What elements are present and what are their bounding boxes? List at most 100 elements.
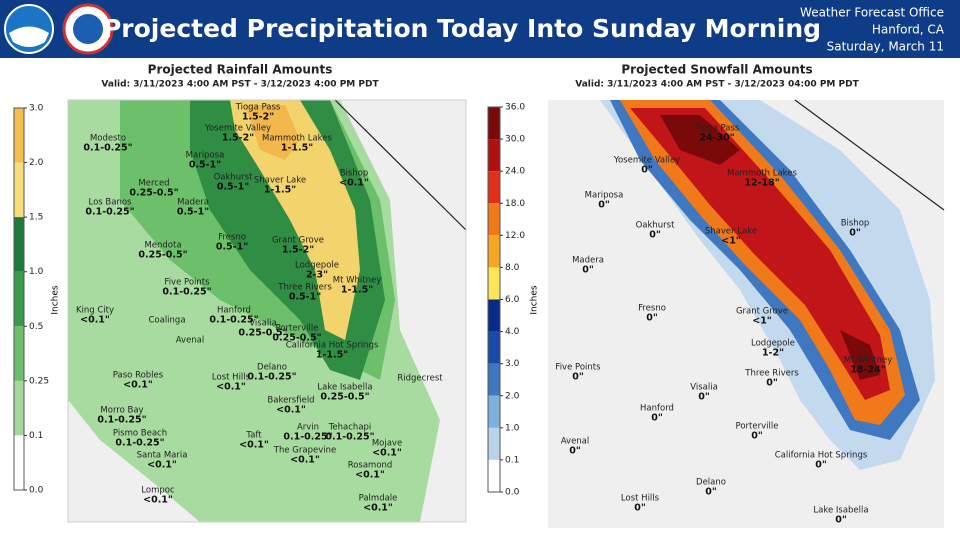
place-name: Lompoc [141,486,175,496]
place-amount: 0.1-0.25" [247,372,296,383]
colorbar-label: 2.0 [505,391,520,401]
place-name: Santa Maria [137,451,188,461]
place-amount: 0" [649,230,661,241]
place-amount: 0" [582,265,594,276]
place-amount: 0.1-0.25" [325,432,374,443]
place-amount: 0.1-0.25" [97,415,146,426]
place-amount: 1-2" [762,348,784,359]
place-amount: 0" [751,431,763,442]
place-name: Bishop [340,169,369,179]
place-name: Lost Hills [212,373,251,383]
place-name: Paso Robles [113,371,164,381]
place-name: Taft [245,431,262,441]
place-name: Morro Bay [100,406,143,416]
place-amount: 0" [634,503,646,514]
place-amount: 0.5-1" [289,292,321,303]
place-name: Madera [572,256,604,266]
place-name: Arvin [297,423,319,433]
colorbar-label: 0.5 [29,322,43,332]
place-name: Hanford [217,306,251,316]
nws-logo-inner [73,14,103,44]
place-name: Pismo Beach [113,429,167,439]
colorbar-label: 6.0 [505,295,520,305]
place-name: Ridgecrest [397,374,443,384]
colorbar-band [488,427,500,460]
place-name: Oakhurst [636,221,676,231]
place-amount: 1-1.5" [281,143,313,154]
place-name: Mt Whitney [844,356,893,366]
place-name: Tioga Pass [694,124,740,134]
place-name: Lodgepole [295,261,339,271]
place-name: Delano [257,363,287,373]
place-amount: 1-1.5" [264,185,296,196]
place-name: Rosamond [348,461,393,471]
place-amount: 0.25-0.5" [238,328,287,339]
colorbar-band [14,435,24,490]
place-amount: <0.1" [143,495,173,506]
place-name: Lake Isabella [317,383,372,393]
rain-map [67,99,467,523]
place-name: Lake Isabella [813,506,868,516]
colorbar-band [14,108,24,163]
colorbar-band [14,380,24,436]
place-amount: 0.25-0.5" [320,392,369,403]
colorbar-band [488,171,500,204]
place-amount: 0" [766,378,778,389]
place-amount: 0.25-0.5" [138,250,187,261]
place-amount: 12-18" [744,178,779,189]
place-name: Grant Grove [736,307,788,317]
place-amount: 0.25-0.5" [129,188,178,199]
date: Saturday, March 11 [827,40,944,54]
place-amount: 0.1-0.25" [83,143,132,154]
colorbar-band [488,139,500,172]
colorbar-frame [13,107,25,491]
colorbar-label: 0.0 [505,488,520,498]
place-amount: 1.5-2" [222,133,254,144]
colorbar-label: 1.5 [29,213,43,223]
place-name: Delano [696,478,726,488]
place-amount: <1" [752,316,772,327]
colorbar-band [488,267,500,300]
place-amount: 0.1-0.25" [115,438,164,449]
colorbar-label: 24.0 [505,167,525,177]
place-amount: 0.1-0.25" [162,287,211,298]
place-name: Mammoth Lakes [727,169,798,179]
colorbar-band [488,459,500,492]
colorbar-label: 36.0 [505,103,525,113]
place-amount: 1-1.5" [341,285,373,296]
place-amount: <0.1" [239,440,269,451]
place-amount: <0.1" [276,405,306,416]
place-name: Visalia [249,319,277,329]
place-name: Visalia [690,383,718,393]
snow-title: Projected Snowfall Amounts [621,63,812,77]
place-amount: 0.1-0.25" [85,207,134,218]
place-name: Yosemite Valley [613,156,680,166]
place-amount: 0" [849,228,861,239]
place-name: Mammoth Lakes [262,134,333,144]
place-amount: 0" [698,392,710,403]
place-name: Five Points [555,363,601,373]
place-name: Avenal [176,336,205,346]
colorbar-band [14,217,24,272]
snow-map [548,99,945,528]
colorbar-label: 3.0 [505,359,520,369]
place-amount: 0" [641,165,653,176]
colorbar-label: 18.0 [505,199,525,209]
noaa-logo-wave [9,26,49,47]
place-amount: <0.1" [123,380,153,391]
colorbar-band [14,271,24,327]
place-name: Yosemite Valley [204,124,271,134]
place-name: Porterville [276,324,319,334]
place-name: Avenal [561,437,590,447]
place-amount: 0" [835,515,847,526]
snow-units: Inches [530,285,540,315]
place-name: Grant Grove [272,236,324,246]
place-name: Hanford [640,404,674,414]
place-name: Tioga Pass [235,103,281,113]
place-amount: 0" [569,446,581,457]
place-name: Fresno [638,304,666,314]
header-bar [0,0,960,58]
place-amount: 0.5-1" [177,207,209,218]
colorbar-label: 4.0 [505,327,520,337]
